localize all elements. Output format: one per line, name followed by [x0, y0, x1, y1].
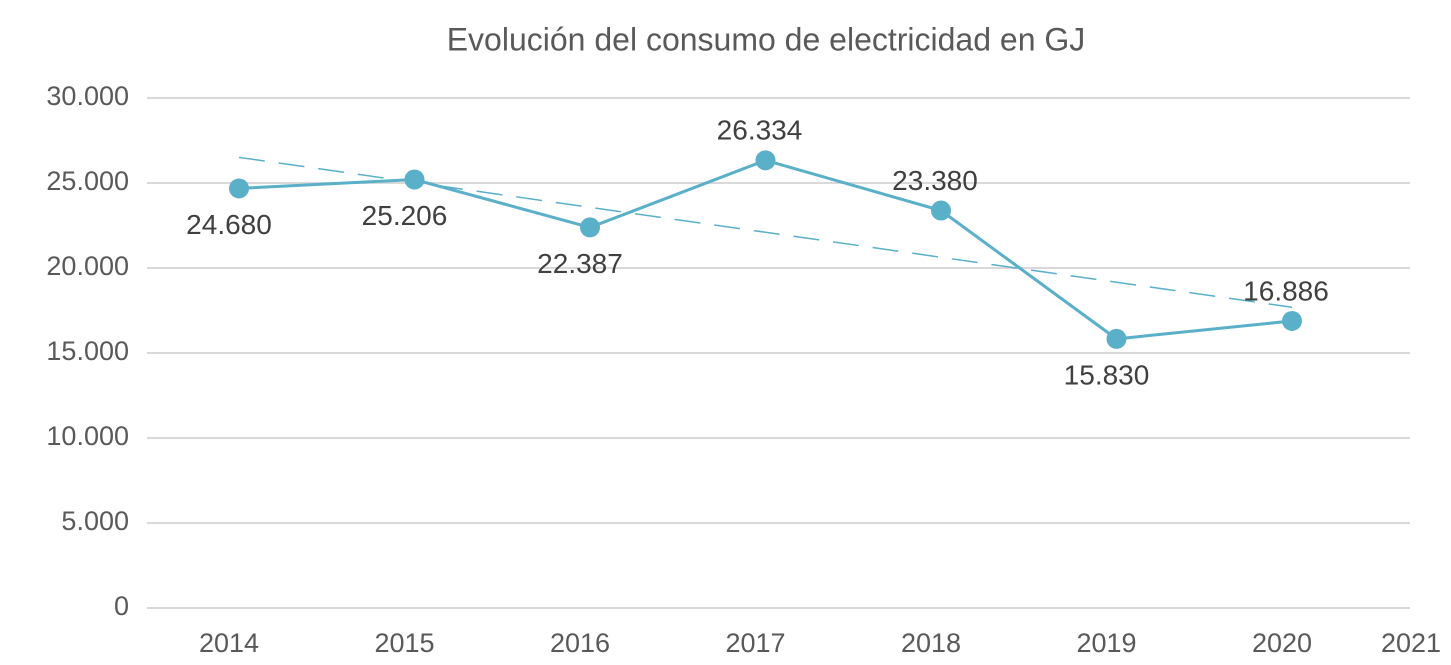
data-label: 23.380	[892, 165, 978, 196]
x-tick-label: 2018	[901, 628, 961, 658]
y-tick-label: 15.000	[46, 336, 129, 366]
x-tick-label: 2015	[374, 628, 434, 658]
y-tick-label: 20.000	[46, 251, 129, 281]
x-tick-label: 2019	[1076, 628, 1136, 658]
data-point	[931, 200, 951, 221]
data-point	[1106, 328, 1127, 349]
data-label: 16.886	[1243, 275, 1329, 306]
y-tick-label: 10.000	[46, 421, 129, 451]
x-tick-label: 2020	[1252, 628, 1312, 658]
x-tick-label: 2017	[725, 628, 785, 658]
y-tick-label: 30.000	[46, 81, 129, 111]
data-label: 24.680	[186, 209, 272, 240]
x-tick-label: 2016	[550, 628, 610, 658]
y-tick-label: 0	[114, 591, 129, 621]
y-tick-label: 5.000	[61, 506, 129, 536]
y-tick-label: 25.000	[46, 166, 129, 196]
data-label: 25.206	[362, 200, 448, 231]
x-tick-label: 2021	[1381, 628, 1441, 658]
data-point	[229, 178, 249, 199]
data-label: 26.334	[717, 115, 803, 146]
data-point	[404, 169, 425, 190]
data-point	[1282, 310, 1302, 331]
data-point	[580, 217, 600, 238]
data-label: 15.830	[1064, 359, 1150, 390]
chart-title: Evolución del consumo de electricidad en…	[447, 21, 1086, 57]
data-line	[238, 158, 1293, 341]
data-point	[755, 150, 776, 171]
data-label: 22.387	[537, 248, 623, 279]
x-tick-label: 2014	[199, 628, 259, 658]
